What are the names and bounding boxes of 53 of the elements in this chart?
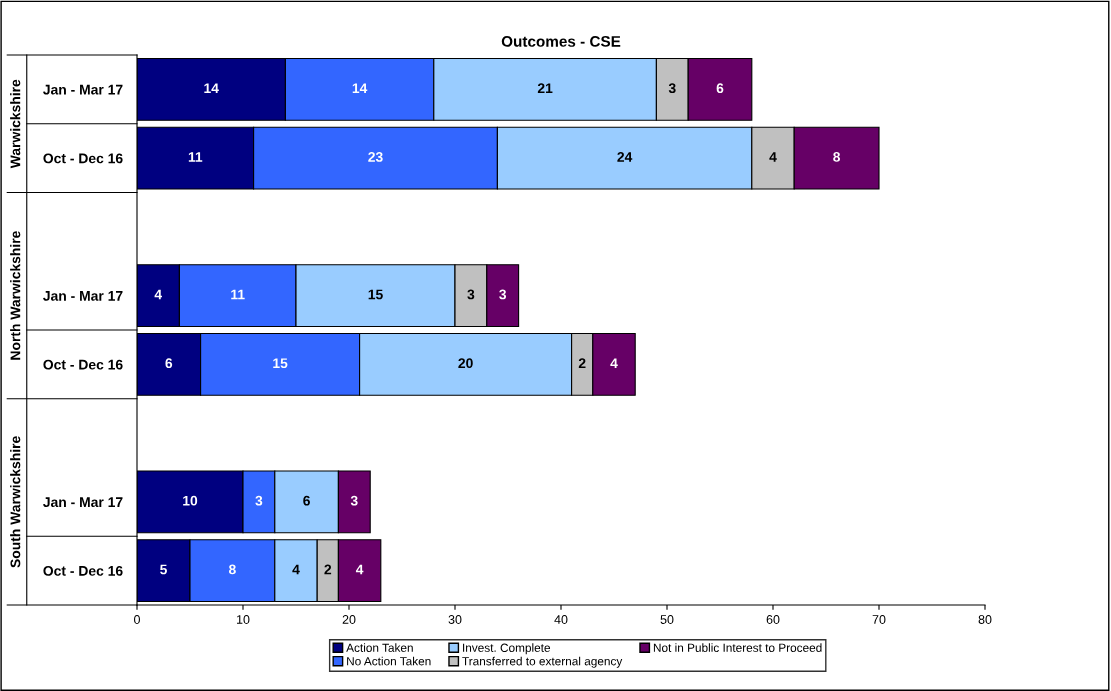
x-tick-label: 0 [134,615,140,624]
data-label: 11 [231,289,245,300]
y-tick-label: Oct - Dec 16 [43,153,123,164]
x-tick-label: 80 [978,615,992,624]
data-label: 4 [610,358,618,368]
data-label: 5 [160,564,167,575]
data-label: 2 [324,564,332,575]
data-label: 23 [368,152,383,162]
legend-label: Not in Public Interest to Proceed [653,643,822,652]
data-label: 3 [350,495,358,506]
data-label: 21 [537,83,553,93]
data-label: 8 [228,564,236,575]
y-tick-label: Jan - Mar 17 [43,84,123,95]
data-label: 3 [668,83,676,94]
x-tick-label: 20 [342,615,356,624]
data-label: 14 [352,83,368,93]
data-label: 10 [183,495,198,506]
legend-label: Invest. Complete [463,643,551,655]
legend-label: Action Taken [346,643,413,652]
y-tick-label: Jan - Mar 17 [43,497,123,508]
text: South Warwickshire [10,436,21,568]
legend-label: No Action Taken [347,656,431,666]
data-label: 6 [716,83,724,94]
data-label: 3 [467,289,475,300]
text: North Warwickshire [10,231,21,360]
x-tick-label: 50 [660,615,674,624]
data-label: 15 [368,289,383,300]
data-label: 4 [154,289,162,300]
data-label: 11 [188,152,203,162]
y-tick-label: Oct - Dec 16 [43,565,123,576]
data-label: 6 [303,495,310,506]
x-tick-label: 60 [766,615,780,624]
x-tick-label: 70 [872,615,886,624]
legend-label: Transferred to external agency [462,656,623,668]
data-label: 3 [499,289,507,300]
data-label: 14 [204,83,219,93]
x-tick-label: 30 [448,615,462,624]
x-tick-label: 40 [554,615,568,624]
data-label: 2 [578,358,586,368]
data-label: 8 [833,152,841,162]
y-tick-label: Oct - Dec 16 [43,359,123,370]
y-tick-label: Jan - Mar 17 [43,291,123,301]
data-label: 20 [458,358,473,369]
data-label: 3 [255,495,263,506]
data-label: 4 [292,564,300,575]
data-label: 24 [617,152,633,162]
x-tick-label: 10 [237,615,250,624]
data-label: 6 [165,358,173,369]
data-label: 4 [355,564,364,575]
text: Warwickshire [10,79,21,169]
chart-title: Outcomes - CSE [501,36,621,47]
data-label: 4 [769,152,777,162]
data-label: 15 [273,358,288,369]
